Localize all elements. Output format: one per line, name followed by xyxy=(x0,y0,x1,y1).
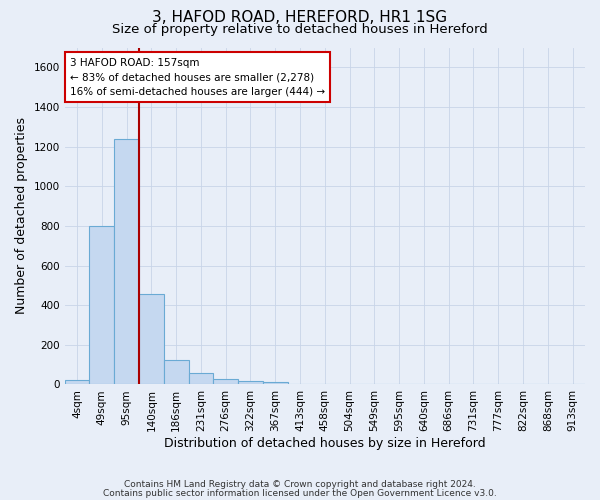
Bar xyxy=(114,138,139,384)
Bar xyxy=(263,382,287,384)
X-axis label: Distribution of detached houses by size in Hereford: Distribution of detached houses by size … xyxy=(164,437,485,450)
Text: Contains HM Land Registry data © Crown copyright and database right 2024.: Contains HM Land Registry data © Crown c… xyxy=(124,480,476,489)
Text: Contains public sector information licensed under the Open Government Licence v3: Contains public sector information licen… xyxy=(103,490,497,498)
Bar xyxy=(65,380,89,384)
Bar xyxy=(238,381,263,384)
Text: 3, HAFOD ROAD, HEREFORD, HR1 1SG: 3, HAFOD ROAD, HEREFORD, HR1 1SG xyxy=(152,10,448,25)
Text: Size of property relative to detached houses in Hereford: Size of property relative to detached ho… xyxy=(112,22,488,36)
Bar xyxy=(89,226,114,384)
Bar xyxy=(139,294,164,384)
Text: 3 HAFOD ROAD: 157sqm
← 83% of detached houses are smaller (2,278)
16% of semi-de: 3 HAFOD ROAD: 157sqm ← 83% of detached h… xyxy=(70,58,325,97)
Bar xyxy=(164,360,188,384)
Y-axis label: Number of detached properties: Number of detached properties xyxy=(15,118,28,314)
Bar xyxy=(188,372,214,384)
Bar xyxy=(214,379,238,384)
